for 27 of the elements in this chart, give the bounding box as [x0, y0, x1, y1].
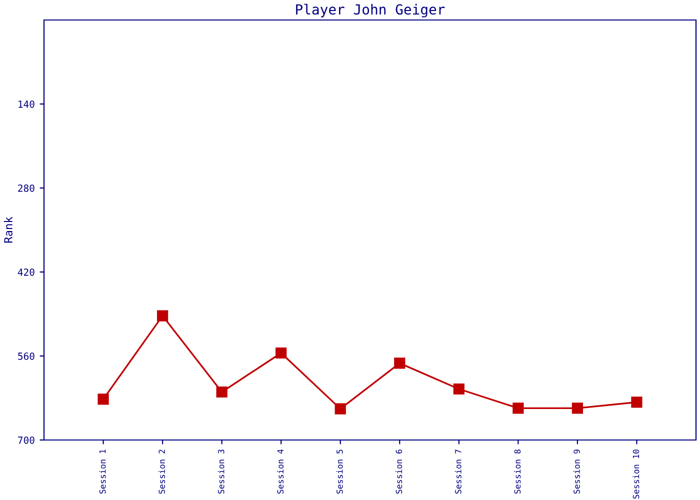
x-tick-label: Session 1: [99, 450, 106, 494]
x-tick-label: Session 4: [277, 449, 284, 494]
y-tick-label: 700: [18, 436, 34, 444]
x-tick-label: Session 7: [454, 450, 462, 494]
point: [394, 358, 406, 369]
y-tick-label: 140: [18, 100, 34, 108]
point: [453, 383, 464, 395]
point: [631, 396, 642, 408]
y-tick-label: 280: [18, 184, 34, 192]
x-tick-label: Session 5: [336, 450, 343, 494]
x-tick-label: Session 6: [396, 450, 402, 494]
y-axis-title: Rank: [4, 216, 12, 243]
x-tick-label: Session 10: [632, 450, 640, 499]
point: [98, 394, 109, 405]
point: [156, 310, 168, 322]
point: [334, 403, 346, 414]
chart-title: Player John Geiger: [296, 4, 445, 18]
y-tick-label: 420: [18, 268, 34, 276]
point: [216, 386, 228, 398]
y-tick-label: 560: [18, 352, 34, 360]
point: [572, 402, 584, 414]
x-tick-label: Session 2: [158, 450, 165, 494]
point: [512, 402, 524, 414]
point: [276, 347, 287, 359]
x-tick-label: Session 3: [218, 450, 224, 494]
x-tick-label: Session 9: [573, 450, 580, 494]
x-tick-label: Session 8: [514, 450, 521, 494]
